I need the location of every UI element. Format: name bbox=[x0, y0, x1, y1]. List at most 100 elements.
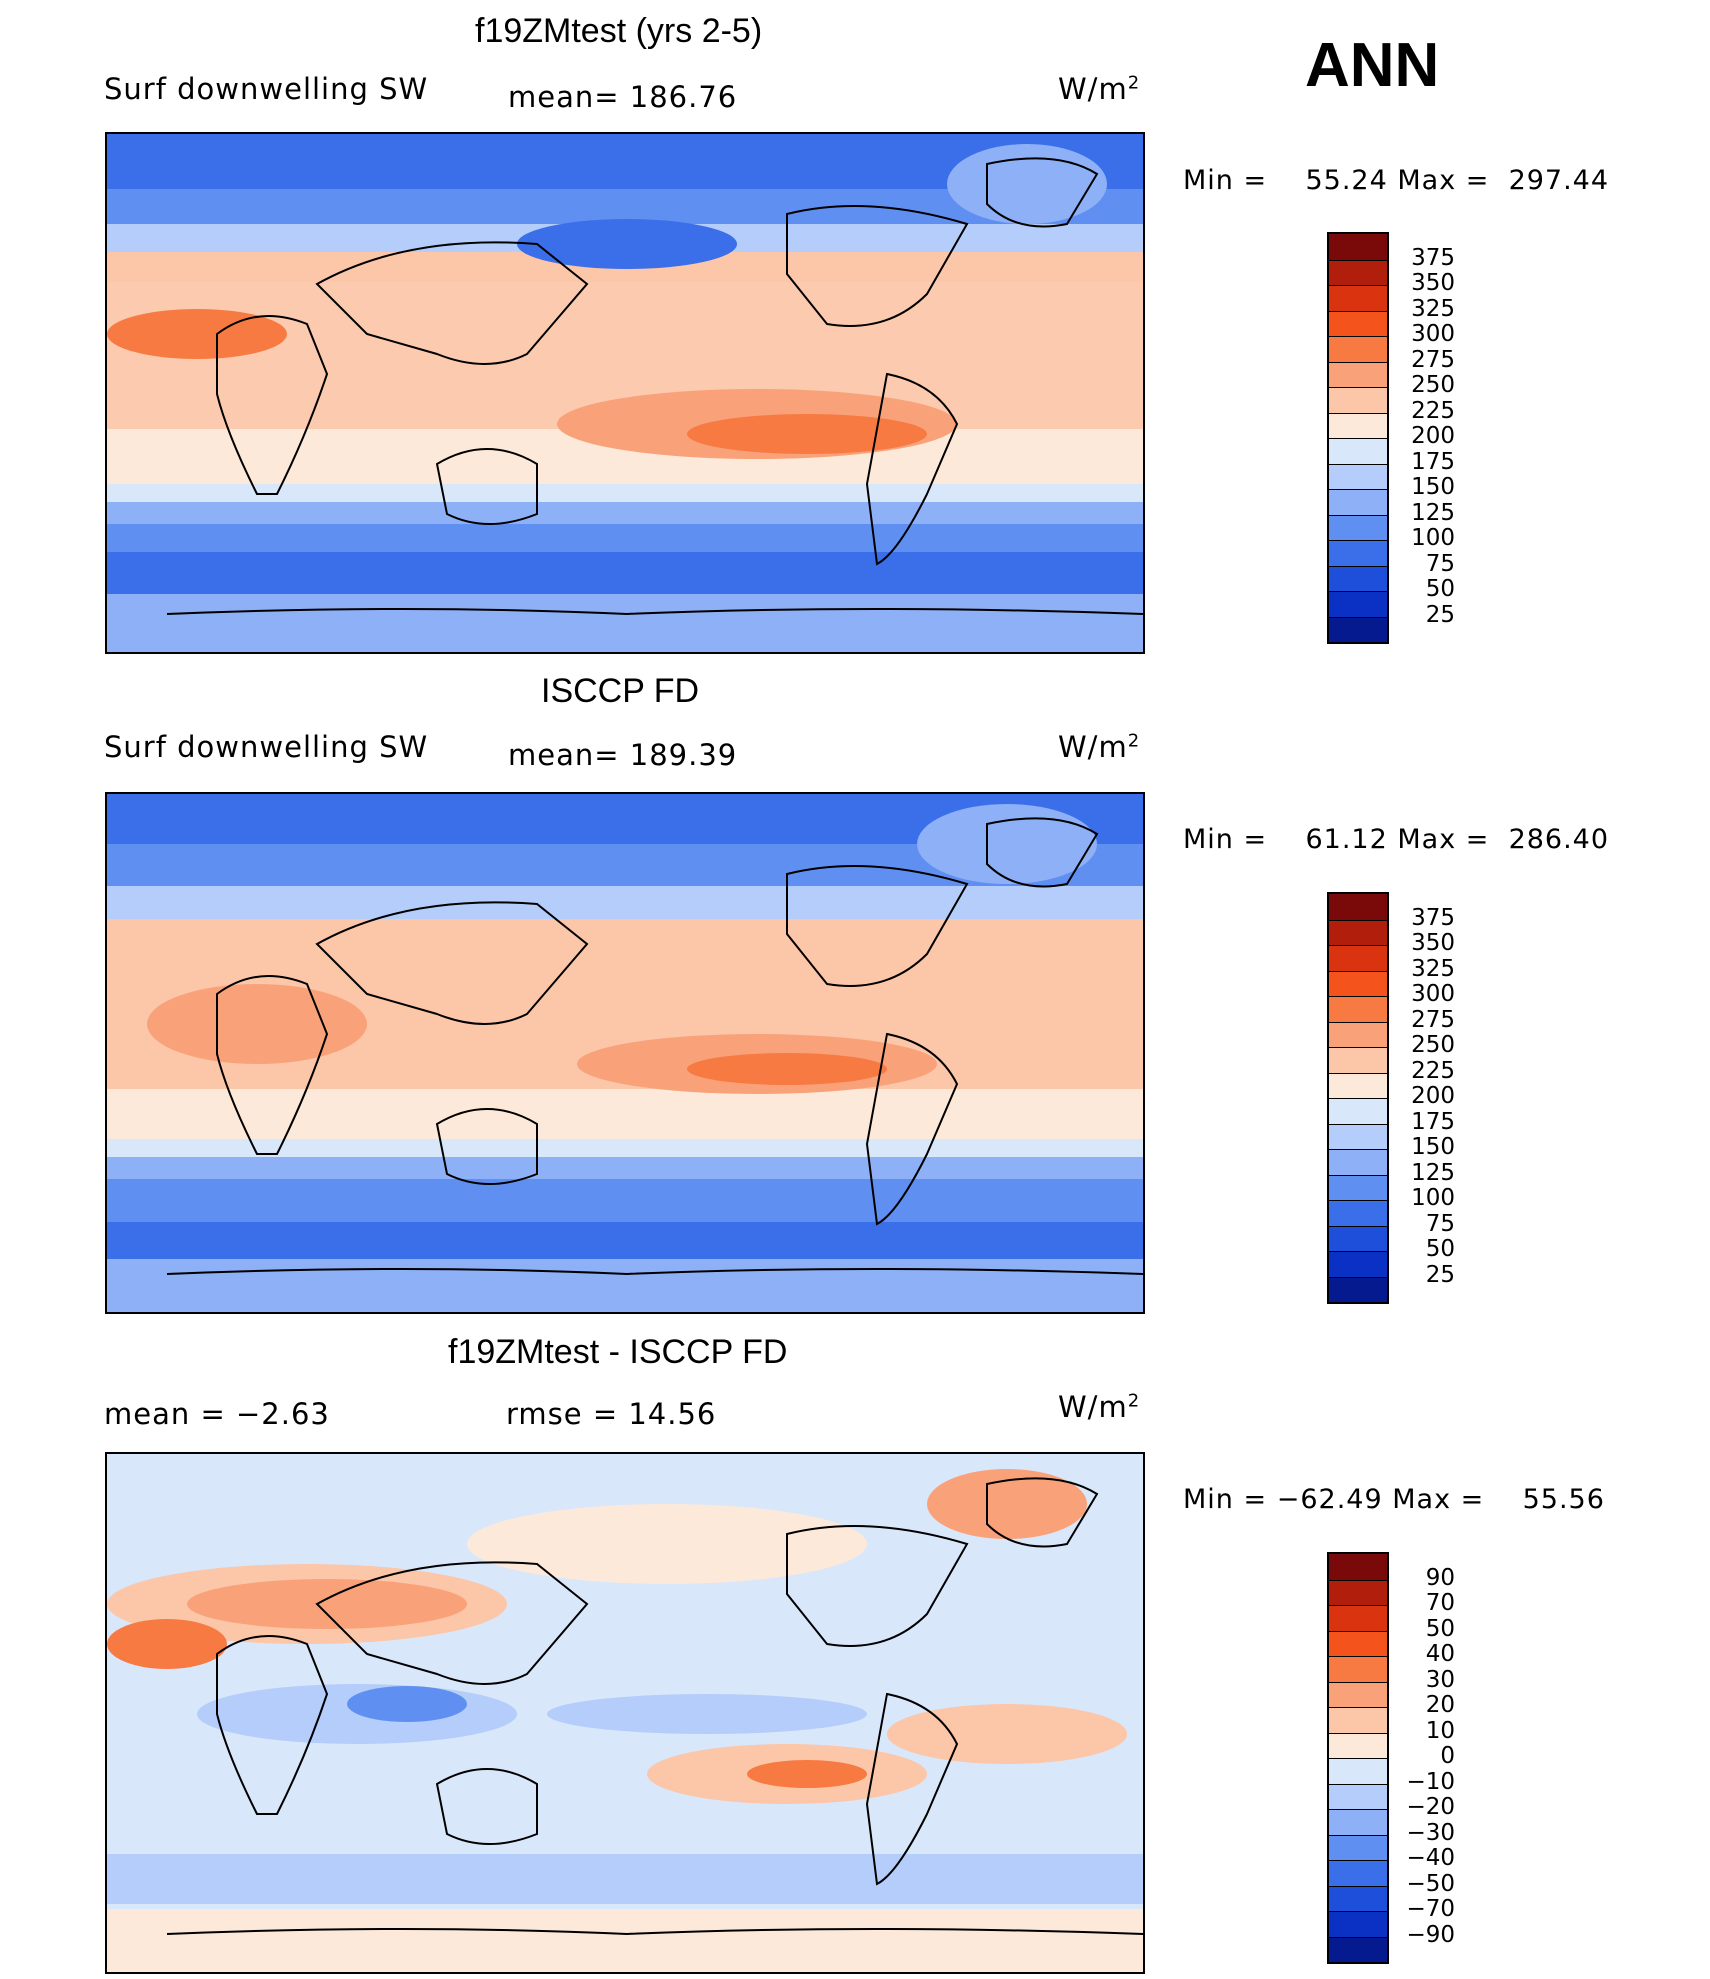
colorbar-tick-label: 250 bbox=[1411, 372, 1455, 398]
colorbar-tick-label: 325 bbox=[1411, 295, 1455, 322]
colorbar-tick-label: 75 bbox=[1425, 550, 1455, 577]
panel3-colorbar-ticks: 90 70 50 40 30 20 10 0 −10 −20 −30 −40 −50 −70 −90 bbox=[1395, 1552, 1455, 1960]
colorbar-tick-label: 40 bbox=[1425, 1641, 1455, 1667]
colorbar-tick-label: 375 bbox=[1411, 244, 1455, 271]
season-label: ANN bbox=[1305, 31, 1440, 100]
colorbar-tick-label: 20 bbox=[1425, 1692, 1455, 1718]
colorbar-swatch bbox=[1329, 1834, 1387, 1860]
colorbar-swatch bbox=[1329, 1860, 1387, 1886]
colorbar-tick-label: −10 bbox=[1406, 1768, 1455, 1795]
colorbar-swatch bbox=[1329, 616, 1387, 642]
colorbar-tick-label: 375 bbox=[1411, 904, 1455, 931]
colorbar-swatch bbox=[1329, 1681, 1387, 1707]
panel2-units: W/m2 bbox=[1058, 730, 1141, 764]
panel3-rmse-label: rmse = 14.56 bbox=[506, 1397, 717, 1431]
colorbar-swatch bbox=[1329, 1225, 1387, 1251]
colorbar-swatch bbox=[1329, 387, 1387, 413]
colorbar-tick-label: 275 bbox=[1411, 346, 1455, 373]
colorbar-swatch bbox=[1329, 361, 1387, 387]
colorbar-swatch bbox=[1329, 1656, 1387, 1682]
colorbar-tick-label: −50 bbox=[1406, 1870, 1455, 1897]
colorbar-tick-label: 150 bbox=[1411, 1134, 1455, 1160]
panel2-title: ISCCP FD bbox=[541, 672, 700, 710]
colorbar-tick-label: 75 bbox=[1425, 1210, 1455, 1237]
panel2-variable-label: Surf downwelling SW bbox=[104, 730, 429, 764]
colorbar-tick-label: 25 bbox=[1425, 1261, 1455, 1288]
colorbar-tick-label: 200 bbox=[1411, 1083, 1455, 1109]
colorbar-tick-label: 10 bbox=[1425, 1717, 1455, 1744]
colorbar-swatch bbox=[1329, 234, 1387, 260]
colorbar-tick-label: 175 bbox=[1411, 448, 1455, 475]
colorbar-tick-label: 100 bbox=[1411, 525, 1455, 551]
colorbar-tick-label: 70 bbox=[1425, 1590, 1455, 1616]
colorbar-tick-label: 350 bbox=[1411, 930, 1455, 956]
colorbar-swatch bbox=[1329, 970, 1387, 996]
colorbar-tick-label: 175 bbox=[1411, 1108, 1455, 1135]
panel1-mean-label: mean= 186.76 bbox=[508, 80, 738, 114]
colorbar-swatch bbox=[1329, 489, 1387, 515]
panel1-colorbar-ticks: 375 350 325 300 275 250 225 200 175 150 125 100 75 50… bbox=[1395, 232, 1455, 640]
colorbar-tick-label: −30 bbox=[1406, 1819, 1455, 1846]
panel2-colorbar-ticks: 375 350 325 300 275 250 225 200 175 150 125 100 75 50… bbox=[1395, 892, 1455, 1300]
panel1-map bbox=[105, 132, 1145, 654]
panel2-colorbar bbox=[1327, 892, 1389, 1304]
colorbar-swatch bbox=[1329, 336, 1387, 362]
colorbar-tick-label: 50 bbox=[1425, 1236, 1455, 1262]
colorbar-swatch bbox=[1329, 310, 1387, 336]
colorbar-swatch bbox=[1329, 1072, 1387, 1098]
colorbar-tick-label: −20 bbox=[1406, 1794, 1455, 1820]
panel2-minmax: Min = 61.12 Max = 286.40 bbox=[1183, 824, 1610, 855]
colorbar-tick-label: 0 bbox=[1440, 1743, 1455, 1769]
colorbar-tick-label: −90 bbox=[1406, 1921, 1455, 1948]
colorbar-tick-label: 90 bbox=[1425, 1564, 1455, 1591]
colorbar-tick-label: 225 bbox=[1411, 397, 1455, 424]
colorbar-swatch bbox=[1329, 1123, 1387, 1149]
colorbar-swatch bbox=[1329, 540, 1387, 566]
colorbar-swatch bbox=[1329, 565, 1387, 591]
colorbar-tick-label: 50 bbox=[1425, 576, 1455, 602]
colorbar-tick-label: 25 bbox=[1425, 601, 1455, 628]
colorbar-swatch bbox=[1329, 1707, 1387, 1733]
panel1-title: f19ZMtest (yrs 2-5) bbox=[475, 12, 763, 50]
colorbar-swatch bbox=[1329, 919, 1387, 945]
panel3-colorbar bbox=[1327, 1552, 1389, 1964]
colorbar-swatch bbox=[1329, 259, 1387, 285]
colorbar-tick-label: −40 bbox=[1406, 1845, 1455, 1871]
colorbar-swatch bbox=[1329, 412, 1387, 438]
colorbar-tick-label: 125 bbox=[1411, 499, 1455, 526]
panel2-mean-label: mean= 189.39 bbox=[508, 738, 738, 772]
colorbar-tick-label: 325 bbox=[1411, 955, 1455, 982]
colorbar-swatch bbox=[1329, 1911, 1387, 1937]
colorbar-tick-label: 300 bbox=[1411, 321, 1455, 347]
panel3-title: f19ZMtest - ISCCP FD bbox=[448, 1333, 788, 1371]
panel3-minmax: Min = −62.49 Max = 55.56 bbox=[1183, 1484, 1605, 1515]
colorbar-swatch bbox=[1329, 438, 1387, 464]
colorbar-tick-label: 250 bbox=[1411, 1032, 1455, 1058]
colorbar-swatch bbox=[1329, 1149, 1387, 1175]
colorbar-swatch bbox=[1329, 1200, 1387, 1226]
panel1-variable-label: Surf downwelling SW bbox=[104, 72, 429, 106]
panel3-mean-label: mean = −2.63 bbox=[104, 1397, 330, 1431]
colorbar-swatch bbox=[1329, 1579, 1387, 1605]
colorbar-swatch bbox=[1329, 1630, 1387, 1656]
colorbar-swatch bbox=[1329, 1732, 1387, 1758]
colorbar-tick-label: −70 bbox=[1406, 1896, 1455, 1922]
colorbar-swatch bbox=[1329, 463, 1387, 489]
colorbar-swatch bbox=[1329, 1758, 1387, 1784]
colorbar-swatch bbox=[1329, 1251, 1387, 1277]
panel1-units: W/m2 bbox=[1058, 72, 1141, 106]
colorbar-swatch bbox=[1329, 1885, 1387, 1911]
panel3-units: W/m2 bbox=[1058, 1390, 1141, 1424]
colorbar-tick-label: 100 bbox=[1411, 1185, 1455, 1211]
colorbar-tick-label: 125 bbox=[1411, 1159, 1455, 1186]
colorbar-swatch bbox=[1329, 1809, 1387, 1835]
colorbar-tick-label: 225 bbox=[1411, 1057, 1455, 1084]
colorbar-swatch bbox=[1329, 894, 1387, 920]
colorbar-swatch bbox=[1329, 514, 1387, 540]
colorbar-tick-label: 300 bbox=[1411, 981, 1455, 1007]
colorbar-swatch bbox=[1329, 591, 1387, 617]
colorbar-swatch bbox=[1329, 285, 1387, 311]
colorbar-swatch bbox=[1329, 996, 1387, 1022]
colorbar-swatch bbox=[1329, 1021, 1387, 1047]
colorbar-swatch bbox=[1329, 1605, 1387, 1631]
